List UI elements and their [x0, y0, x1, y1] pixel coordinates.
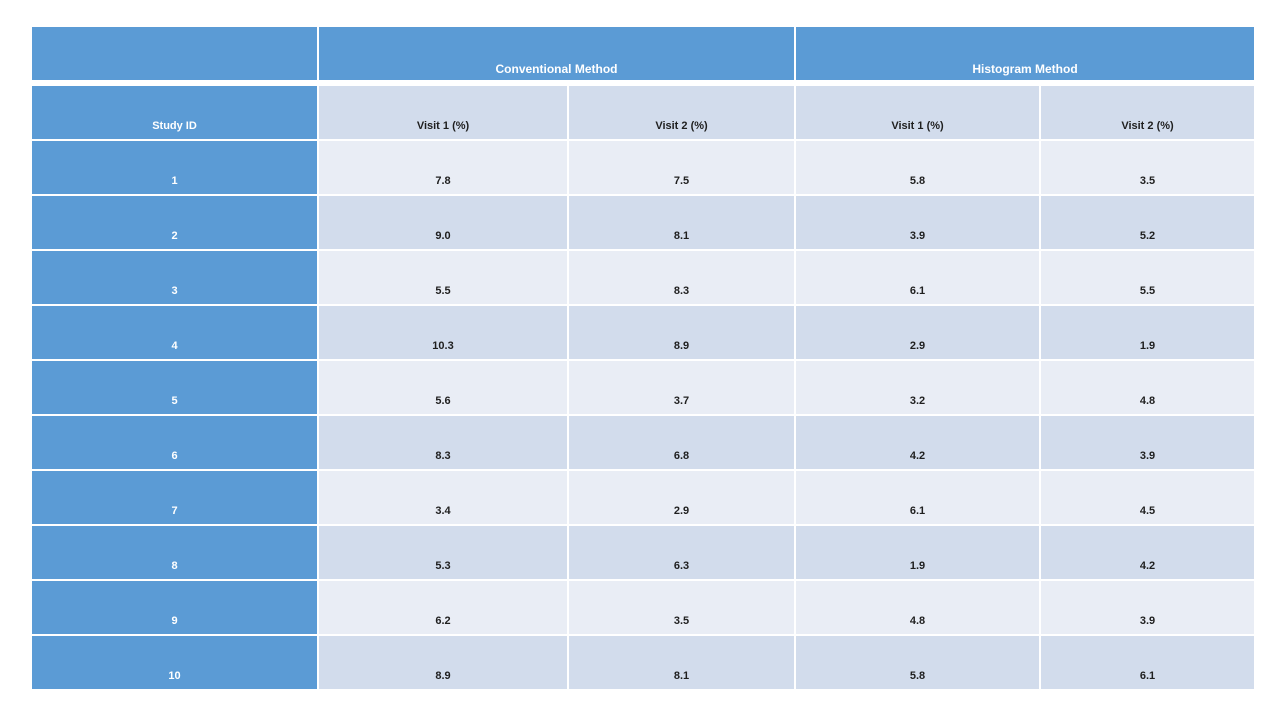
value-cell: 5.8: [794, 139, 1041, 196]
value-cell: 3.9: [1039, 414, 1256, 471]
column-header-study-id: Study ID: [30, 82, 319, 141]
table-row: 1 7.8 7.5 5.8 3.5: [30, 139, 1256, 196]
value-cell: 4.5: [1039, 469, 1256, 526]
value-cell: 8.9: [567, 304, 796, 361]
table-row: 2 9.0 8.1 3.9 5.2: [30, 194, 1256, 251]
value-cell: 7.8: [317, 139, 569, 196]
value-cell: 3.5: [1039, 139, 1256, 196]
study-id-cell: 2: [30, 194, 319, 251]
value-cell: 8.1: [567, 194, 796, 251]
column-header-hist-visit2: Visit 2 (%): [1039, 82, 1256, 141]
value-cell: 7.5: [567, 139, 796, 196]
table-row: 3 5.5 8.3 6.1 5.5: [30, 249, 1256, 306]
value-cell: 8.3: [317, 414, 569, 471]
study-id-cell: 10: [30, 634, 319, 691]
table-row: 9 6.2 3.5 4.8 3.9: [30, 579, 1256, 636]
table-row: 4 10.3 8.9 2.9 1.9: [30, 304, 1256, 361]
study-results-table: Conventional Method Histogram Method Stu…: [30, 25, 1256, 691]
value-cell: 9.0: [317, 194, 569, 251]
value-cell: 3.2: [794, 359, 1041, 416]
study-id-cell: 3: [30, 249, 319, 306]
study-id-cell: 1: [30, 139, 319, 196]
value-cell: 5.8: [794, 634, 1041, 691]
value-cell: 2.9: [567, 469, 796, 526]
value-cell: 5.3: [317, 524, 569, 581]
column-header-conv-visit1: Visit 1 (%): [317, 82, 569, 141]
value-cell: 8.1: [567, 634, 796, 691]
value-cell: 3.4: [317, 469, 569, 526]
value-cell: 8.9: [317, 634, 569, 691]
study-id-cell: 6: [30, 414, 319, 471]
study-id-cell: 4: [30, 304, 319, 361]
value-cell: 6.2: [317, 579, 569, 636]
value-cell: 10.3: [317, 304, 569, 361]
value-cell: 5.2: [1039, 194, 1256, 251]
value-cell: 3.5: [567, 579, 796, 636]
value-cell: 3.9: [794, 194, 1041, 251]
value-cell: 1.9: [794, 524, 1041, 581]
study-id-cell: 9: [30, 579, 319, 636]
header-conventional-method: Conventional Method: [317, 25, 796, 86]
value-cell: 6.8: [567, 414, 796, 471]
study-id-cell: 5: [30, 359, 319, 416]
table-row: 8 5.3 6.3 1.9 4.2: [30, 524, 1256, 581]
value-cell: 6.1: [1039, 634, 1256, 691]
value-cell: 6.1: [794, 469, 1041, 526]
value-cell: 2.9: [794, 304, 1041, 361]
value-cell: 5.5: [317, 249, 569, 306]
column-header-hist-visit1: Visit 1 (%): [794, 82, 1041, 141]
value-cell: 8.3: [567, 249, 796, 306]
value-cell: 6.3: [567, 524, 796, 581]
value-cell: 3.7: [567, 359, 796, 416]
column-header-row: Study ID Visit 1 (%) Visit 2 (%) Visit 1…: [30, 82, 1256, 141]
table-row: 7 3.4 2.9 6.1 4.5: [30, 469, 1256, 526]
value-cell: 5.6: [317, 359, 569, 416]
value-cell: 4.8: [1039, 359, 1256, 416]
table-row: 10 8.9 8.1 5.8 6.1: [30, 634, 1256, 691]
value-cell: 4.8: [794, 579, 1041, 636]
header-histogram-method: Histogram Method: [794, 25, 1256, 86]
value-cell: 1.9: [1039, 304, 1256, 361]
value-cell: 4.2: [794, 414, 1041, 471]
header-group-row: Conventional Method Histogram Method: [30, 25, 1256, 86]
value-cell: 4.2: [1039, 524, 1256, 581]
table-row: 5 5.6 3.7 3.2 4.8: [30, 359, 1256, 416]
table-body: 1 7.8 7.5 5.8 3.5 2 9.0 8.1 3.9 5.2 3 5.5 8.3 6.1 5.5 4…: [30, 139, 1256, 691]
corner-cell: [30, 25, 319, 86]
column-header-conv-visit2: Visit 2 (%): [567, 82, 796, 141]
value-cell: 5.5: [1039, 249, 1256, 306]
study-id-cell: 7: [30, 469, 319, 526]
value-cell: 3.9: [1039, 579, 1256, 636]
value-cell: 6.1: [794, 249, 1041, 306]
table-row: 6 8.3 6.8 4.2 3.9: [30, 414, 1256, 471]
study-id-cell: 8: [30, 524, 319, 581]
